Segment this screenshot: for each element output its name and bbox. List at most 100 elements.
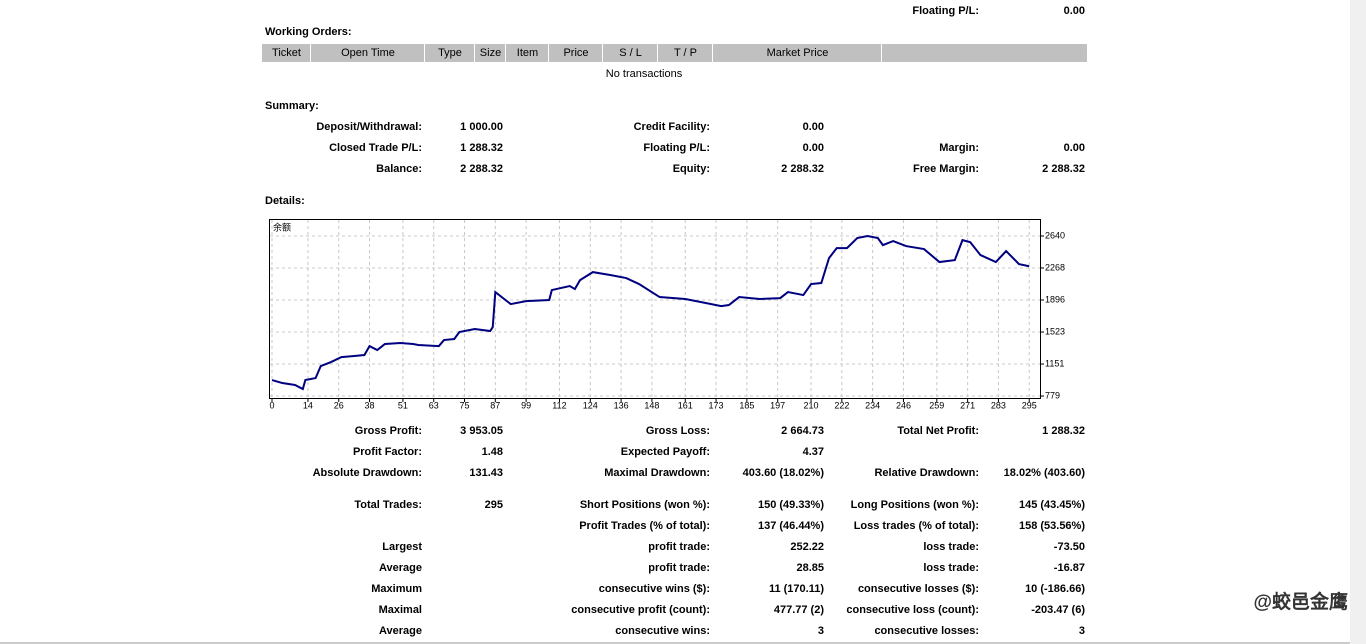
x-tick-label: 26 <box>334 400 344 410</box>
x-tick-label: 210 <box>804 400 819 410</box>
stat-label: Profit Trades (% of total): <box>579 520 710 532</box>
stat-value: 295 <box>485 499 503 511</box>
y-tick-label: 1523 <box>1045 326 1065 336</box>
stat-label: Expected Payoff: <box>621 446 710 458</box>
stat-label: consecutive loss (count): <box>846 604 979 616</box>
stat-label: consecutive profit (count): <box>571 604 710 616</box>
legend-label: 余额 <box>273 221 291 232</box>
x-tick-label: 283 <box>991 400 1006 410</box>
stat-value: 131.43 <box>469 467 503 479</box>
stat-label: consecutive wins ($): <box>599 583 710 595</box>
stat-value: 18.02% (403.60) <box>1004 467 1086 479</box>
stat-label: consecutive losses: <box>874 625 979 637</box>
column-header: S / L <box>619 47 642 59</box>
stat-value: 158 (53.56%) <box>1019 520 1085 532</box>
header-cell <box>658 44 712 62</box>
column-header: Size <box>480 47 501 59</box>
summary-value: 2 288.32 <box>781 163 824 175</box>
x-tick-label: 63 <box>429 400 439 410</box>
summary-label: Credit Facility: <box>634 121 710 133</box>
stat-label: Long Positions (won %): <box>851 499 979 511</box>
y-tick-label: 2268 <box>1045 262 1065 272</box>
top-value: 0.00 <box>1064 5 1085 17</box>
x-tick-label: 197 <box>770 400 785 410</box>
stat-label: Total Trades: <box>354 499 422 511</box>
header-cell <box>311 44 424 62</box>
header-cell <box>475 44 505 62</box>
summary-label: Deposit/Withdrawal: <box>316 121 422 133</box>
stat-value: 150 (49.33%) <box>758 499 824 511</box>
stat-value: 1.48 <box>482 446 503 458</box>
header-cell <box>425 44 474 62</box>
stat-value: -203.47 (6) <box>1031 604 1085 616</box>
column-header: Type <box>438 47 462 59</box>
stat-value: 477.77 (2) <box>774 604 824 616</box>
stat-value: 3 <box>1079 625 1085 637</box>
stat-value: 1 288.32 <box>1042 425 1085 437</box>
header-cell <box>882 44 1087 62</box>
x-tick-label: 0 <box>269 400 274 410</box>
x-tick-label: 75 <box>460 400 470 410</box>
stat-label: loss trade: <box>923 562 979 574</box>
stat-label: Largest <box>382 541 422 553</box>
x-tick-label: 259 <box>929 400 944 410</box>
header-cell <box>506 44 548 62</box>
stat-label: Maximal Drawdown: <box>604 467 710 479</box>
stat-value: 28.85 <box>796 562 824 574</box>
header-cell <box>713 44 881 62</box>
stat-value: 11 (170.11) <box>769 583 824 595</box>
stat-label: Gross Profit: <box>355 425 422 437</box>
stat-label: profit trade: <box>648 562 710 574</box>
header-cell <box>603 44 657 62</box>
stat-label: loss trade: <box>923 541 979 553</box>
stat-label: Loss trades (% of total): <box>854 520 979 532</box>
summary-value: 2 288.32 <box>1042 163 1085 175</box>
chart-frame <box>269 219 1041 399</box>
summary-value: 1 288.32 <box>460 142 503 154</box>
stat-label: Absolute Drawdown: <box>313 467 422 479</box>
summary-value: 0.00 <box>1064 142 1085 154</box>
y-tick-label: 1896 <box>1045 294 1065 304</box>
stat-label: consecutive wins: <box>615 625 710 637</box>
stat-label: Average <box>379 562 422 574</box>
stat-label: Total Net Profit: <box>897 425 979 437</box>
x-tick-label: 222 <box>834 400 849 410</box>
stat-label: profit trade: <box>648 541 710 553</box>
x-tick-label: 14 <box>303 400 313 410</box>
stat-value: 10 (-186.66) <box>1025 583 1085 595</box>
summary-label: Margin: <box>939 142 979 154</box>
header-cell <box>549 44 602 62</box>
column-header: Price <box>563 47 588 59</box>
y-tick-label: 779 <box>1045 390 1060 400</box>
stat-label: Average <box>379 625 422 637</box>
stat-label: Gross Loss: <box>646 425 710 437</box>
summary-label: Closed Trade P/L: <box>329 142 422 154</box>
stat-value: 252.22 <box>790 541 824 553</box>
summary-label: Free Margin: <box>913 163 979 175</box>
x-tick-label: 185 <box>739 400 754 410</box>
summary-label: Equity: <box>673 163 710 175</box>
summary-label: Balance: <box>376 163 422 175</box>
y-tick-label: 1151 <box>1045 358 1064 368</box>
x-tick-label: 87 <box>490 400 500 410</box>
x-tick-label: 38 <box>365 400 375 410</box>
x-tick-label: 148 <box>644 400 659 410</box>
balance-line <box>271 235 1030 391</box>
stat-value: 4.37 <box>803 446 824 458</box>
stat-value: 3 953.05 <box>460 425 503 437</box>
x-tick-label: 173 <box>709 400 724 410</box>
x-tick-label: 271 <box>960 400 975 410</box>
summary-value: 0.00 <box>803 121 824 133</box>
stat-value: 137 (46.44%) <box>758 520 824 532</box>
scrollbar <box>1350 0 1366 644</box>
header-cell <box>262 44 310 62</box>
stat-value: -16.87 <box>1054 562 1085 574</box>
top-label: Floating P/L: <box>912 5 979 17</box>
stat-label: Short Positions (won %): <box>580 499 710 511</box>
stat-value: -73.50 <box>1054 541 1085 553</box>
x-tick-label: 161 <box>678 400 693 410</box>
stat-value: 403.60 (18.02%) <box>743 467 825 479</box>
summary-value: 0.00 <box>803 142 824 154</box>
x-tick-label: 51 <box>398 400 408 410</box>
